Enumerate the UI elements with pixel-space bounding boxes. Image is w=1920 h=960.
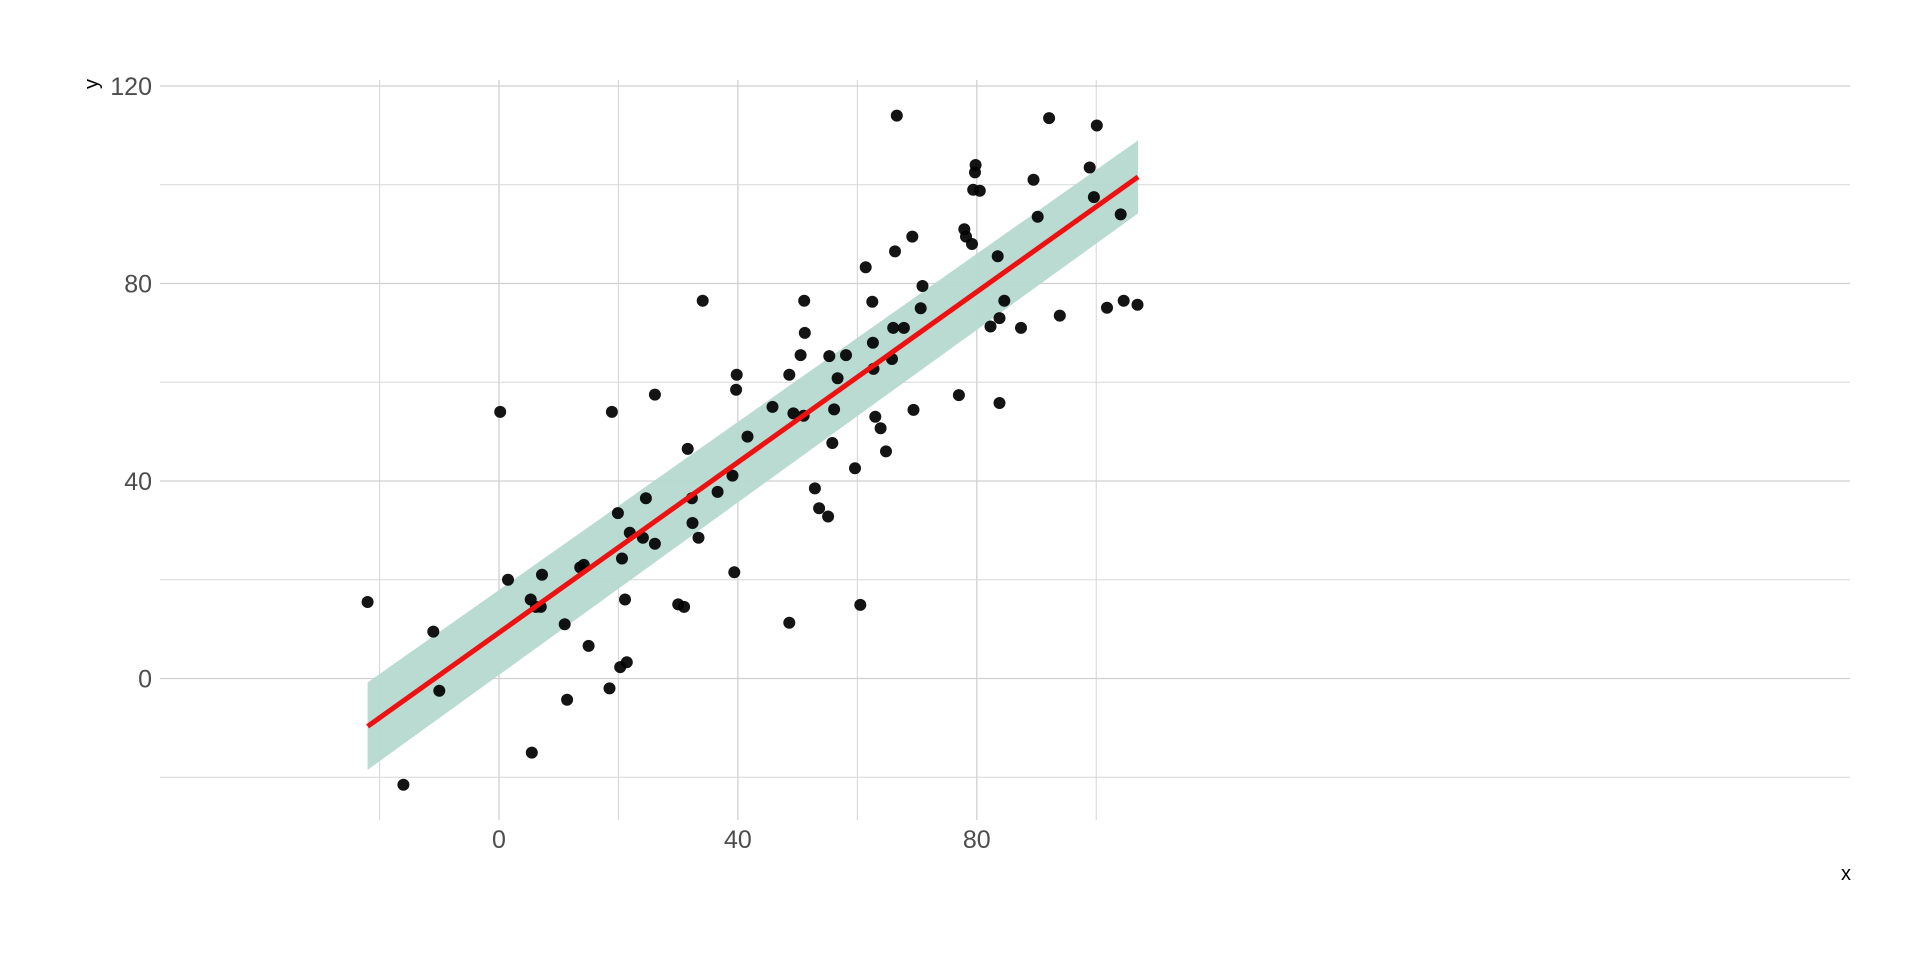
data-point xyxy=(840,349,852,362)
y-tick-label: 120 xyxy=(110,73,152,101)
data-point xyxy=(1131,298,1144,311)
data-point xyxy=(783,368,796,381)
data-point xyxy=(433,684,446,697)
data-point xyxy=(880,445,892,458)
data-point xyxy=(887,321,900,334)
data-point xyxy=(1027,173,1040,186)
data-point xyxy=(794,349,807,362)
data-point xyxy=(678,600,691,613)
data-point xyxy=(603,682,616,695)
data-point xyxy=(361,596,374,608)
data-point xyxy=(889,245,901,258)
data-point xyxy=(1015,321,1027,334)
data-point xyxy=(1043,112,1056,125)
data-point xyxy=(494,405,507,418)
data-point xyxy=(561,693,574,706)
data-point xyxy=(808,482,821,495)
tick-labels: 0 40 80 0 40 80 120 xyxy=(110,73,990,854)
data-point xyxy=(766,400,779,413)
data-point xyxy=(619,593,631,606)
data-point xyxy=(1090,119,1103,132)
data-point xyxy=(1114,208,1127,221)
data-point xyxy=(866,295,879,308)
data-point xyxy=(730,368,743,381)
data-point xyxy=(984,320,997,333)
data-point xyxy=(730,383,743,396)
data-point xyxy=(952,389,965,402)
data-point xyxy=(427,625,440,638)
data-point xyxy=(605,405,618,418)
data-point xyxy=(787,407,800,420)
data-point xyxy=(1117,294,1130,307)
data-point xyxy=(991,250,1004,263)
data-point xyxy=(1101,301,1113,314)
data-point xyxy=(874,422,887,435)
data-point xyxy=(813,502,826,515)
data-point xyxy=(1031,210,1044,223)
data-point xyxy=(866,336,879,349)
data-point xyxy=(798,326,811,339)
data-point xyxy=(1053,309,1066,322)
data-point xyxy=(966,238,978,250)
data-point xyxy=(696,294,709,307)
data-point xyxy=(620,656,633,669)
data-point xyxy=(907,403,920,416)
y-tick-label: 40 xyxy=(124,468,152,496)
data-point xyxy=(897,321,910,334)
data-point xyxy=(741,430,754,443)
data-point xyxy=(849,462,861,475)
data-point xyxy=(558,618,571,631)
y-tick-label: 80 xyxy=(124,271,152,299)
data-point xyxy=(648,388,661,401)
x-tick-label: 80 xyxy=(963,826,991,854)
data-point xyxy=(582,639,595,652)
data-point xyxy=(502,573,514,586)
data-point xyxy=(798,294,811,307)
data-point xyxy=(1083,161,1096,174)
data-point xyxy=(728,566,741,579)
data-point xyxy=(859,261,872,274)
data-point xyxy=(823,350,836,363)
confidence-band xyxy=(367,140,1139,770)
data-point xyxy=(783,616,796,629)
data-point xyxy=(993,312,1006,325)
data-point xyxy=(726,469,739,482)
data-point xyxy=(828,403,841,416)
data-point xyxy=(686,517,699,529)
data-point xyxy=(993,397,1006,409)
data-point xyxy=(854,598,867,611)
data-point xyxy=(906,230,919,243)
x-axis-title: x xyxy=(1841,863,1851,885)
data-point xyxy=(536,568,548,581)
fit-line xyxy=(366,174,1140,729)
data-point xyxy=(681,442,694,455)
data-point xyxy=(1087,191,1100,204)
data-point xyxy=(869,410,882,423)
data-point xyxy=(822,510,835,523)
data-point xyxy=(616,552,628,565)
data-point xyxy=(969,159,982,171)
x-tick-label: 0 xyxy=(492,826,506,854)
y-tick-label: 0 xyxy=(138,666,152,694)
data-point xyxy=(692,531,705,544)
data-point xyxy=(711,485,724,498)
data-point xyxy=(973,184,986,197)
regression-line xyxy=(366,174,1140,729)
data-point xyxy=(639,492,652,505)
data-point xyxy=(831,372,844,385)
data-point xyxy=(397,778,410,791)
x-tick-label: 40 xyxy=(724,826,752,854)
y-axis-title: y xyxy=(81,79,103,89)
data-point xyxy=(648,537,661,550)
data-point xyxy=(826,437,839,449)
data-point xyxy=(916,280,929,292)
data-point xyxy=(611,507,624,520)
data-point xyxy=(914,302,927,315)
confidence-band-area xyxy=(367,140,1139,770)
data-point xyxy=(525,746,538,759)
data-point xyxy=(998,294,1011,307)
data-point xyxy=(890,109,903,122)
